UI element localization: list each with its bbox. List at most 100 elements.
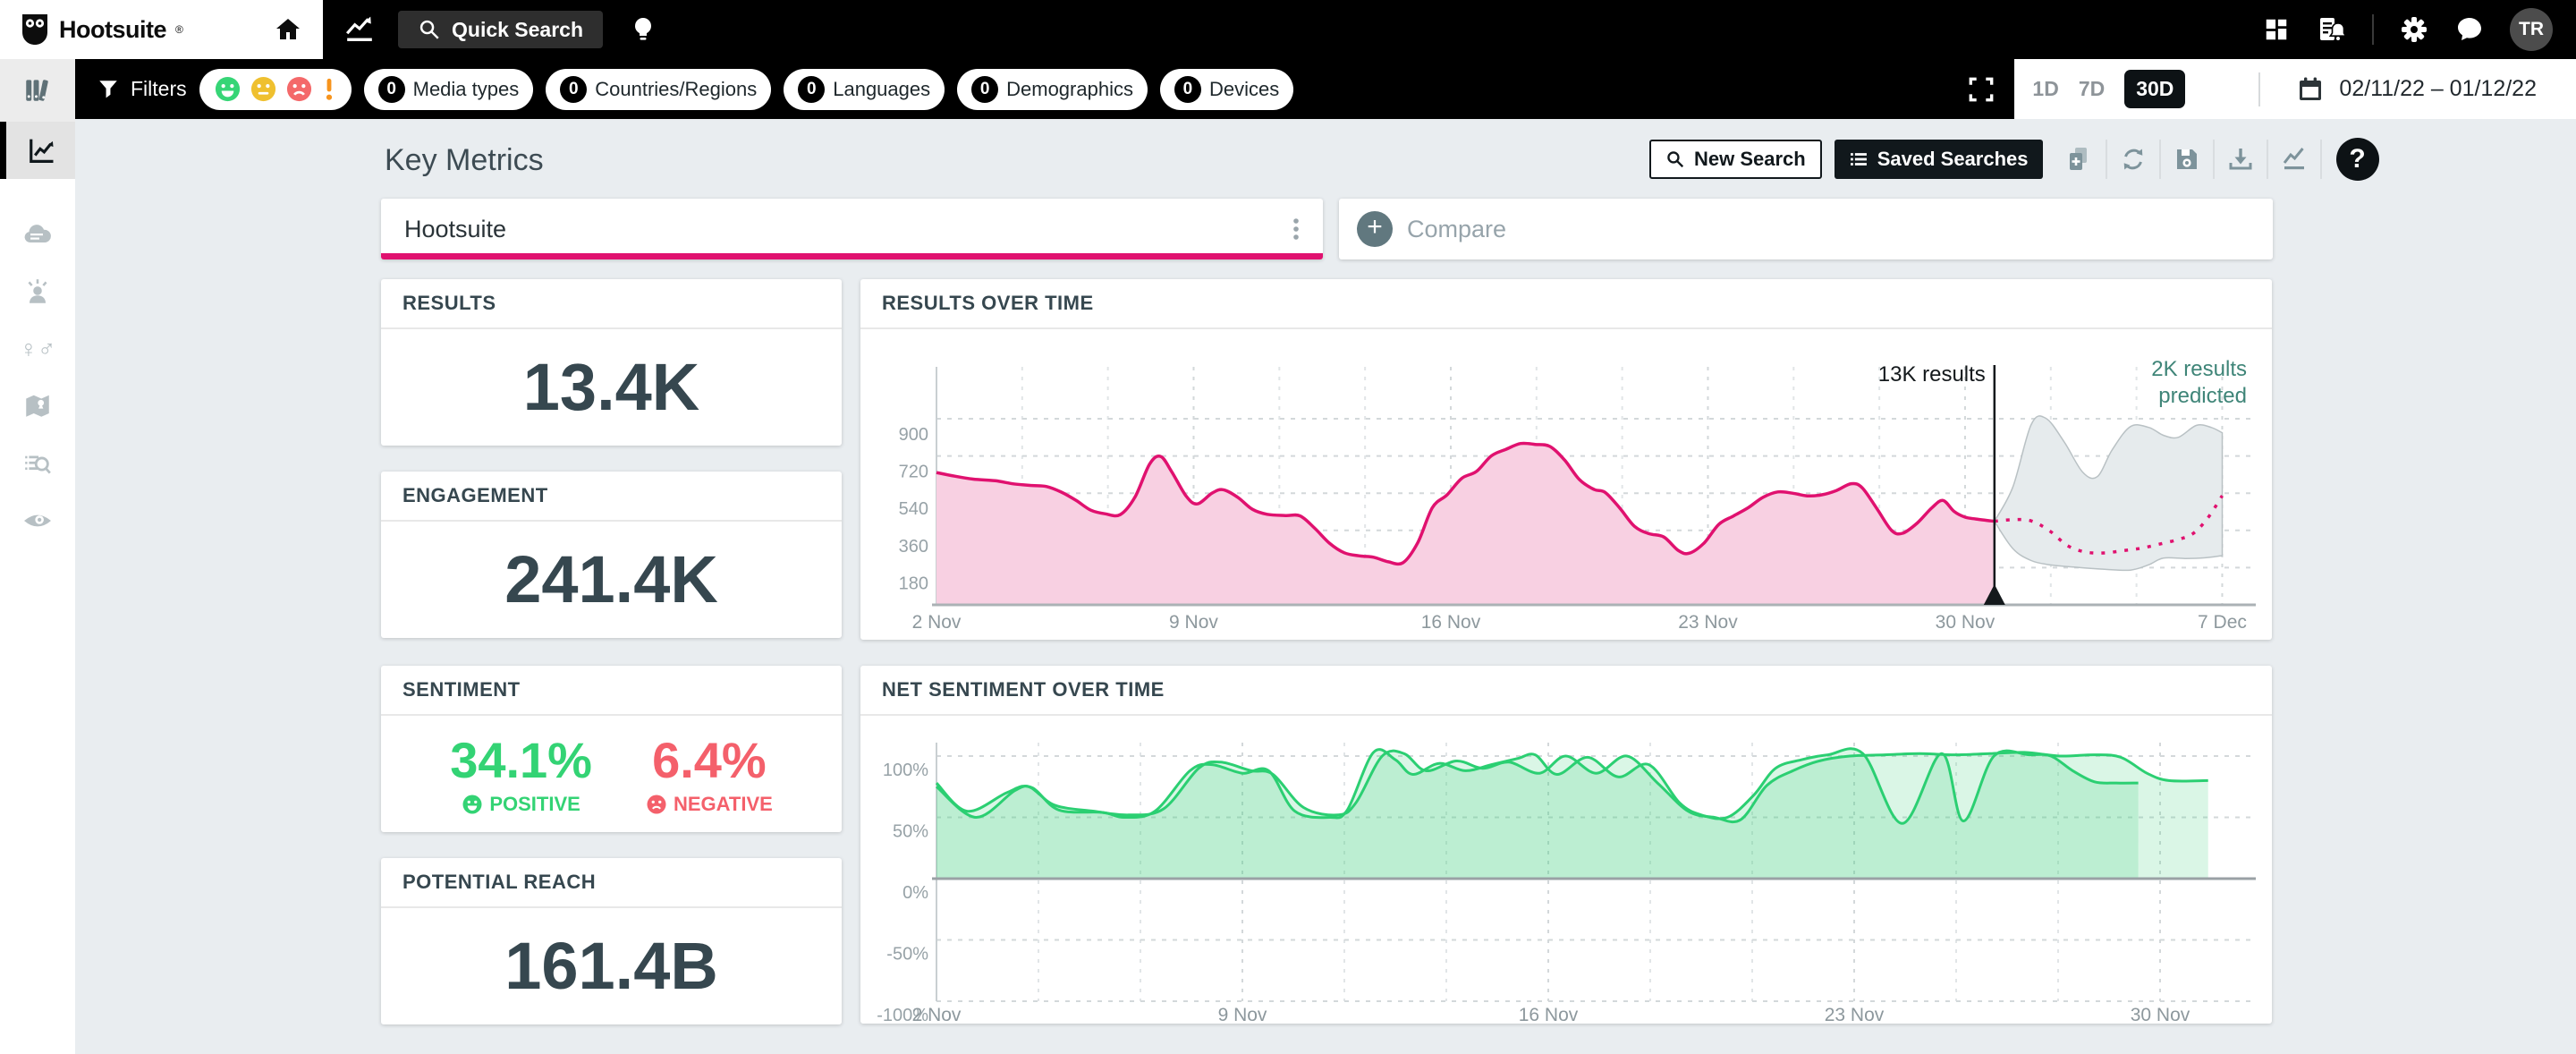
engagement-card-title: ENGAGEMENT — [381, 472, 842, 522]
settings-gear-icon[interactable] — [2399, 14, 2429, 45]
search-icon — [1667, 151, 1684, 168]
quick-search-label: Quick Search — [452, 17, 584, 41]
save-icon[interactable] — [2161, 145, 2213, 174]
range-7d[interactable]: 7D — [2078, 77, 2106, 100]
topic-list-search-icon — [25, 455, 51, 474]
hootsuite-logo[interactable]: Hootsuite ® — [20, 13, 273, 47]
sidebar-item-map[interactable] — [0, 378, 75, 435]
svg-text:900: 900 — [899, 425, 928, 445]
sidebar-item-topics[interactable] — [0, 435, 75, 492]
search-accent-underline — [381, 253, 1323, 259]
svg-text:13K results: 13K results — [1878, 362, 1986, 387]
alerts-icon[interactable] — [2317, 14, 2347, 45]
engagement-value: 241.4K — [504, 541, 718, 616]
results-card: RESULTS 13.4K — [381, 279, 842, 446]
kebab-menu-icon[interactable] — [1282, 214, 1310, 244]
svg-text:540: 540 — [899, 499, 928, 519]
svg-text:30 Nov: 30 Nov — [2131, 1005, 2190, 1024]
positive-label: POSITIVE — [489, 792, 580, 815]
help-label: ? — [2349, 144, 2366, 174]
positive-sentiment: 34.1% POSITIVE — [450, 731, 592, 816]
saved-searches-button[interactable]: Saved Searches — [1834, 140, 2043, 179]
word-cloud-icon — [24, 225, 51, 242]
funnel-icon — [99, 80, 117, 98]
countries-filter-pill[interactable]: 0 Countries/Regions — [546, 68, 772, 110]
brand-section: Hootsuite ® — [0, 0, 323, 59]
sidebar-item-word-cloud[interactable] — [0, 206, 75, 263]
left-sidebar: ♀♂ — [0, 59, 75, 1054]
net-sentiment-over-time-chart[interactable]: 100% 50% 0% -50% -100%2 Nov 9 Nov 16 Nov 23 Nov… — [860, 716, 2272, 1024]
line-chart-icon — [29, 139, 53, 163]
sad-face-icon — [286, 76, 311, 102]
pill-label: Devices — [1208, 77, 1280, 100]
owl-logo-icon — [22, 14, 47, 45]
avatar[interactable]: TR — [2510, 8, 2553, 51]
results-card-title: RESULTS — [381, 279, 842, 329]
chat-icon[interactable] — [2454, 14, 2485, 45]
refresh-icon[interactable] — [2107, 145, 2159, 174]
lightbulb-icon[interactable] — [628, 14, 658, 45]
filters-button[interactable]: Filters — [97, 77, 187, 101]
results-over-time-title: RESULTS OVER TIME — [860, 279, 2272, 329]
new-search-label: New Search — [1694, 148, 1806, 170]
svg-text:7 Dec: 7 Dec — [2198, 612, 2247, 633]
search-query[interactable]: Hootsuite — [404, 215, 507, 242]
quick-search-button[interactable]: Quick Search — [398, 11, 604, 48]
sidebar-item-influencers[interactable] — [0, 263, 75, 320]
sad-face-icon — [647, 795, 666, 813]
add-to-report-icon[interactable] — [2054, 145, 2106, 174]
active-search-card[interactable]: Hootsuite — [381, 199, 1323, 259]
help-button[interactable]: ? — [2335, 138, 2379, 181]
divider — [2158, 140, 2161, 179]
download-icon[interactable] — [2215, 145, 2267, 174]
exclamation-icon — [326, 78, 332, 100]
divider — [2266, 140, 2268, 179]
positive-value: 34.1% — [450, 731, 592, 788]
top-bar: Hootsuite ® Quick Search — [0, 0, 2576, 59]
date-range-picker[interactable]: 02/11/22 – 01/12/22 — [2296, 75, 2537, 104]
demographics-filter-pill[interactable]: 0 Demographics — [957, 68, 1148, 110]
pill-label: Languages — [833, 77, 931, 100]
negative-sentiment: 6.4% NEGATIVE — [646, 731, 773, 816]
languages-filter-pill[interactable]: 0 Languages — [784, 68, 945, 110]
analytics-nav-icon[interactable] — [344, 14, 375, 45]
sidebar-item-collections[interactable] — [0, 59, 75, 122]
date-controls: 1D 7D 30D 02/11/22 – 01/12/22 — [2014, 59, 2576, 119]
svg-text:23 Nov: 23 Nov — [1678, 612, 1738, 633]
sidebar-item-viewers[interactable] — [0, 492, 75, 549]
avatar-initials: TR — [2519, 19, 2544, 39]
new-search-button[interactable]: New Search — [1649, 140, 1822, 179]
net-sentiment-over-time-card: NET SENTIMENT OVER TIME 100% 50% 0% -50% -10… — [860, 666, 2272, 1024]
negative-label: NEGATIVE — [673, 792, 773, 815]
svg-text:180: 180 — [899, 574, 928, 593]
compare-card[interactable]: + Compare — [1339, 199, 2273, 259]
influencer-icon — [28, 279, 47, 303]
chart-view-icon[interactable] — [2268, 145, 2320, 174]
devices-filter-pill[interactable]: 0 Devices — [1159, 68, 1294, 110]
results-over-time-chart[interactable]: 180 360 540 720 900 13K results 2K results pred… — [860, 329, 2272, 640]
fullscreen-icon[interactable] — [1966, 74, 1996, 105]
media-types-filter-pill[interactable]: 0 Media types — [363, 68, 534, 110]
potential-reach-value: 161.4B — [504, 928, 718, 1003]
home-icon[interactable] — [273, 14, 303, 45]
svg-text:2K results: 2K results — [2151, 357, 2247, 381]
svg-text:9 Nov: 9 Nov — [1169, 612, 1218, 633]
sidebar-item-analytics-active[interactable] — [0, 122, 75, 179]
svg-text:30 Nov: 30 Nov — [1936, 612, 1996, 633]
svg-text:0%: 0% — [902, 883, 928, 903]
compare-label: Compare — [1407, 215, 1507, 242]
svg-text:predicted: predicted — [2158, 384, 2247, 408]
sidebar-item-demographics[interactable]: ♀♂ — [0, 320, 75, 378]
sentiment-filter-pill[interactable] — [199, 68, 352, 110]
neutral-face-icon — [250, 76, 275, 102]
net-sentiment-over-time-title: NET SENTIMENT OVER TIME — [860, 666, 2272, 716]
filters-section: Filters 0 Media types 0 Countries/Region… — [75, 59, 2014, 119]
calendar-icon — [2300, 77, 2322, 100]
range-30d-selected[interactable]: 30D — [2124, 70, 2186, 108]
apps-grid-icon[interactable] — [2261, 14, 2292, 45]
range-1d[interactable]: 1D — [2032, 77, 2059, 100]
divider — [2105, 140, 2107, 179]
filters-label: Filters — [131, 77, 187, 100]
happy-face-icon — [215, 76, 240, 102]
filter-bar: Filters 0 Media types 0 Countries/Region… — [75, 59, 2576, 119]
